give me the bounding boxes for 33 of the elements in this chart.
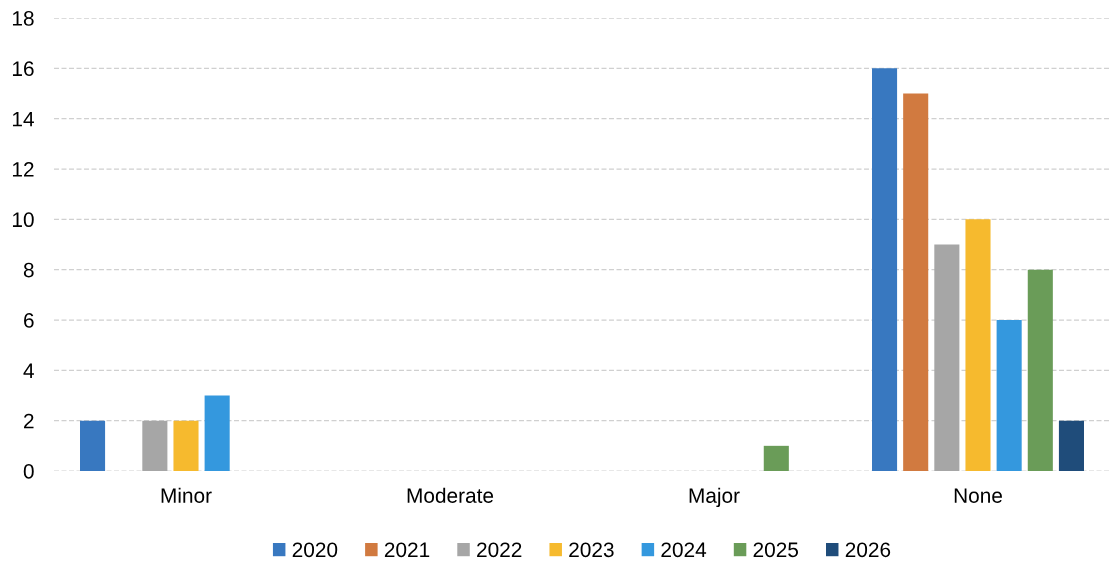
bar [1058,420,1084,471]
legend-label: 2021 [384,542,430,558]
y-tick-label: 6 [24,313,34,328]
legend-label: 2020 [292,542,338,558]
legend-label: 2022 [477,542,522,558]
y-tick-label: 8 [23,262,34,278]
bar [204,395,230,471]
bar [903,93,929,471]
bar [80,420,106,471]
legend-label: 2026 [845,542,891,558]
bar [142,420,168,471]
y-tick-label: 12 [12,162,34,177]
bar [965,219,991,471]
x-tick-label: Major [689,487,740,508]
bar [872,68,898,471]
y-tick-label: 0 [23,464,34,479]
y-tick-label: 2 [24,413,34,429]
bar [934,244,960,471]
bar [173,420,199,471]
bar [1027,269,1053,471]
y-tick-label: 16 [12,61,34,77]
x-tick-label: None [954,488,1002,503]
legend-label: 2024 [661,542,707,558]
y-tick-label: 18 [12,11,34,26]
y-tick-label: 4 [23,363,34,378]
bar [996,320,1022,471]
y-tick-label: 14 [12,111,34,127]
legend-label: 2025 [753,542,799,558]
y-tick-label: 10 [12,212,34,228]
x-tick-label: Minor [161,487,212,503]
bar [763,445,789,471]
x-tick-label: Moderate [407,487,494,503]
legend-label: 2023 [569,542,614,558]
